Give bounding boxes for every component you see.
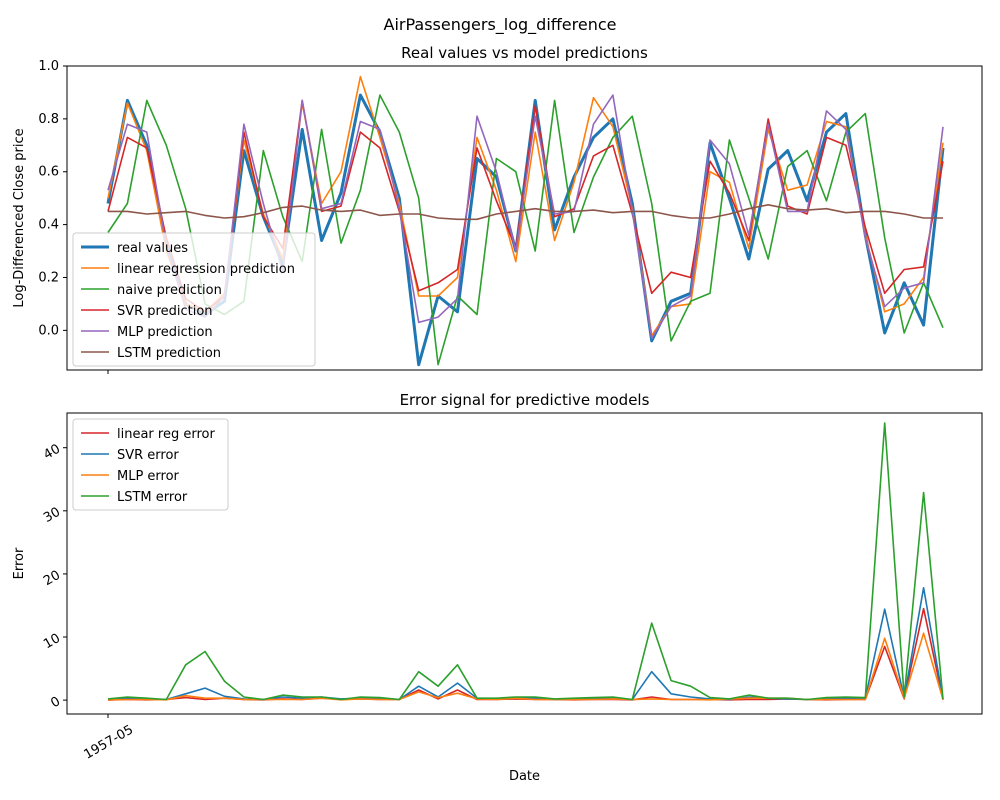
panel-title: Real values vs model predictions — [401, 44, 648, 62]
y-tick-label: 20 — [41, 568, 63, 589]
series-line-svr-error — [107, 586, 944, 701]
x-tick-label: 1957-05 — [81, 722, 136, 762]
legend: linear reg error SVR error MLP error LSTM e… — [72, 418, 229, 511]
series-line-lstm-prediction — [108, 204, 943, 221]
y-tick-label: 0.6 — [38, 165, 59, 180]
y-tick-label: 10 — [41, 631, 63, 652]
y-tick-label: 0.8 — [38, 112, 59, 127]
legend-label: MLP prediction — [117, 325, 213, 340]
legend-label: SVR error — [117, 448, 179, 463]
series-line-linear-reg-error — [107, 607, 944, 701]
legend-label: naive prediction — [117, 283, 222, 298]
top-panel-predictions: Real values vs model predictions 0.0 0.2 0.… — [12, 44, 983, 374]
y-tick-label: 1.0 — [38, 59, 59, 74]
legend-box — [72, 232, 316, 367]
bottom-panel-errors: Error signal for predictive models 0 10 20 3… — [12, 391, 983, 784]
series-line-mlp-error — [107, 632, 944, 701]
y-tick-label: 40 — [41, 442, 63, 463]
axes-frame — [66, 65, 983, 371]
legend-label: LSTM prediction — [117, 346, 221, 361]
legend-label: SVR prediction — [117, 304, 213, 319]
legend-label: MLP error — [117, 469, 180, 484]
legend-label: real values — [117, 241, 188, 256]
legend-box — [72, 418, 229, 511]
legend: real values linear regression prediction n… — [72, 232, 316, 367]
series-line-lstm-error — [107, 422, 944, 701]
series-line-linear-regression-prediction — [107, 75, 944, 337]
y-tick-label: 30 — [41, 505, 63, 526]
y-tick-label: 0.4 — [38, 218, 59, 233]
y-tick-label: 0.0 — [38, 323, 59, 338]
figure-suptitle: AirPassengers_log_difference — [384, 15, 617, 35]
series-line-mlp-prediction — [107, 94, 944, 340]
x-axis-label: Date — [509, 769, 540, 784]
y-tick-label: 0 — [48, 694, 63, 711]
panel-title: Error signal for predictive models — [400, 391, 650, 409]
legend-label: LSTM error — [117, 490, 188, 505]
axes-frame — [66, 412, 983, 715]
y-axis-label: Log-Differenced Close price — [12, 128, 27, 307]
y-tick-label: 0.2 — [38, 270, 59, 285]
y-axis-label: Error — [12, 547, 27, 579]
series-line-svr-prediction — [107, 99, 944, 313]
legend-label: linear reg error — [117, 427, 215, 442]
legend-label: linear regression prediction — [117, 262, 295, 277]
